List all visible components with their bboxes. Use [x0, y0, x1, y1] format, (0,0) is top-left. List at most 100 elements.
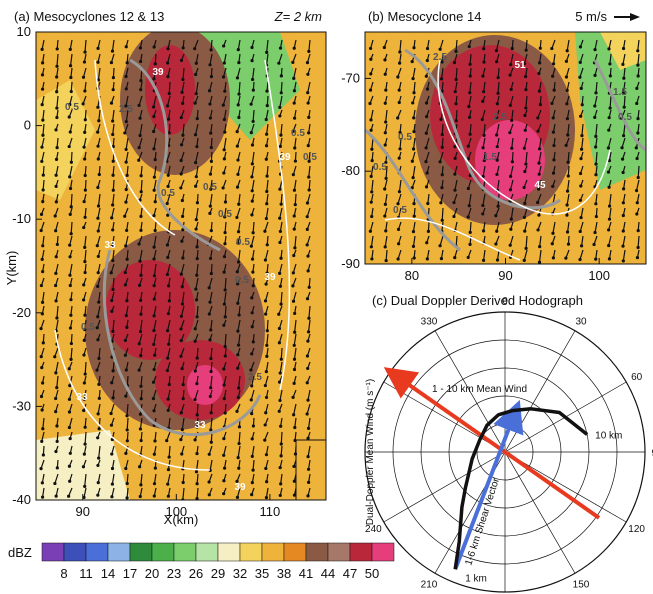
- wind-vector-head: [67, 144, 71, 149]
- wind-vector-head: [152, 45, 156, 49]
- wind-vector-head: [466, 255, 470, 260]
- wind-vector: [97, 403, 101, 414]
- wind-vector: [525, 151, 528, 165]
- wind-vector-head: [124, 466, 128, 471]
- wind-vector-head: [251, 284, 255, 288]
- wind-vector-head: [236, 47, 240, 52]
- wind-vector-head: [264, 466, 268, 471]
- wind-vector: [566, 179, 570, 192]
- wind-vector-head: [264, 216, 268, 221]
- wind-vector-head: [139, 273, 143, 277]
- wind-vector: [180, 263, 185, 275]
- wind-vector: [482, 137, 486, 148]
- wind-vector: [41, 431, 45, 442]
- wind-vector-head: [55, 115, 59, 120]
- wind-vector: [139, 123, 143, 136]
- wind-vector-head: [636, 245, 640, 250]
- wind-vector-head: [263, 258, 268, 262]
- wind-vector-head: [579, 114, 583, 118]
- wind-vector: [455, 39, 458, 52]
- wind-vector: [182, 67, 185, 80]
- polar-spoke: [383, 451, 506, 523]
- wind-vector-head: [221, 186, 225, 190]
- wind-vector-head: [54, 255, 58, 259]
- wind-vector: [98, 347, 101, 359]
- wind-vector-head: [522, 62, 527, 66]
- wind-vector-head: [111, 228, 115, 232]
- wind-vector-head: [265, 174, 269, 178]
- wind-vector-head: [608, 62, 612, 66]
- wind-vector-head: [152, 175, 156, 179]
- wind-vector: [370, 235, 374, 247]
- wind-vector-head: [179, 272, 183, 276]
- wind-vector-head: [96, 436, 100, 440]
- wind-vector-head: [279, 256, 283, 260]
- wind-vector-head: [166, 467, 171, 472]
- wind-vector-head: [236, 260, 241, 264]
- wind-vector-head: [250, 199, 254, 203]
- wind-vector-head: [195, 201, 200, 205]
- wind-vector-head: [179, 438, 183, 442]
- wind-vector-head: [481, 74, 485, 78]
- wind-vector-head: [68, 383, 72, 388]
- wind-vector: [427, 193, 430, 204]
- panel-b-field: [365, 32, 646, 264]
- wind-vector-head: [222, 323, 226, 327]
- wind-vector-head: [382, 45, 386, 50]
- wind-vector-head: [305, 243, 309, 247]
- wind-vector-head: [96, 130, 100, 134]
- wind-vector-head: [83, 173, 87, 178]
- wind-vector-head: [538, 245, 542, 249]
- contour-label: 39: [264, 272, 276, 283]
- wind-vector-head: [265, 132, 269, 136]
- wind-vector-head: [550, 101, 554, 106]
- wind-vector-head: [139, 298, 143, 303]
- wind-vector-head: [68, 64, 73, 68]
- wind-vector-head: [139, 354, 143, 358]
- wind-vector-head: [97, 456, 101, 460]
- wind-vector-head: [293, 330, 297, 334]
- wind-vector-head: [510, 46, 514, 51]
- wind-vector-head: [223, 215, 227, 219]
- wind-vector-head: [264, 157, 268, 161]
- wind-vector-head: [263, 423, 267, 427]
- wind-vector-head: [68, 47, 72, 51]
- hodograph-end-label: 10 km: [595, 431, 622, 442]
- panel-b-wind-vectors: [368, 39, 640, 264]
- wind-vector-head: [454, 49, 458, 53]
- wind-vector-head: [110, 309, 114, 313]
- wind-vector-head: [594, 145, 598, 149]
- wind-vector-head: [396, 75, 400, 79]
- wind-vector-head: [410, 186, 414, 190]
- wind-vector: [238, 193, 241, 205]
- wind-vector: [439, 39, 444, 50]
- wind-vector-head: [580, 103, 584, 107]
- wind-vector-head: [236, 366, 240, 370]
- wind-vector-head: [523, 128, 527, 132]
- panel-a-frame: [35, 31, 327, 501]
- wind-vector-head: [467, 104, 471, 109]
- wind-vector-head: [110, 49, 115, 53]
- wind-vector-head: [195, 145, 199, 149]
- wind-vector-head: [109, 60, 114, 65]
- wind-vector-head: [54, 283, 58, 288]
- wind-vector: [96, 235, 101, 246]
- wind-vector-head: [193, 327, 197, 331]
- wind-vector: [223, 109, 227, 120]
- wind-vector-head: [167, 455, 171, 459]
- colorbar-swatch: [217, 542, 241, 562]
- panel-c-title: (c) Dual Doppler Derived Hodograph: [372, 293, 583, 308]
- wind-vector-head: [250, 59, 254, 63]
- wind-vector-head: [607, 159, 612, 163]
- wind-vector-head: [55, 386, 59, 390]
- azimuth-label: 210: [421, 580, 438, 591]
- wind-vector: [97, 193, 101, 207]
- wind-vector: [307, 81, 311, 93]
- wind-vector-head: [207, 480, 211, 484]
- wind-vector: [138, 333, 143, 344]
- wind-vector-head: [607, 243, 611, 248]
- wind-vector-head: [396, 202, 400, 206]
- wind-vector-head: [193, 339, 197, 343]
- wind-vector-head: [495, 258, 500, 262]
- wind-vector-head: [55, 466, 59, 470]
